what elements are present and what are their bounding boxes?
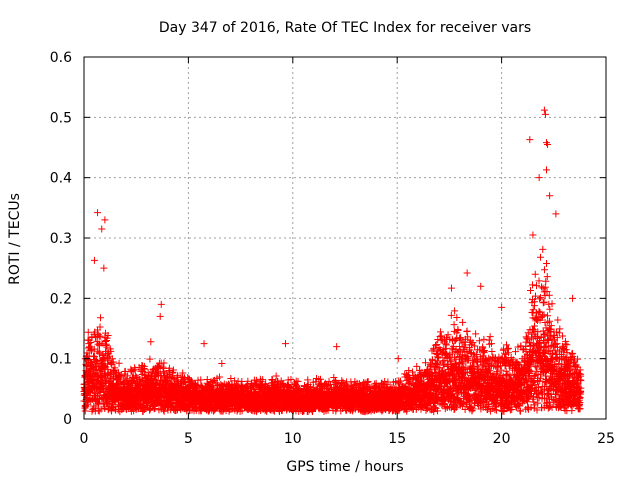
data-point — [160, 359, 168, 367]
data-point — [159, 363, 167, 371]
data-point — [179, 369, 187, 377]
data-point — [123, 372, 131, 380]
grid-lines — [84, 57, 606, 419]
data-point — [364, 378, 372, 386]
data-point — [475, 337, 483, 345]
data-point — [165, 364, 173, 372]
data-point — [94, 400, 102, 408]
data-point — [90, 345, 98, 353]
data-point — [450, 321, 458, 329]
data-point — [90, 372, 98, 380]
data-point — [141, 365, 149, 373]
data-points — [80, 106, 585, 416]
data-point — [116, 372, 124, 380]
data-point — [108, 355, 116, 363]
data-point — [169, 366, 177, 374]
data-point — [96, 323, 104, 331]
data-point — [107, 347, 115, 355]
data-point — [437, 328, 445, 336]
data-point — [479, 343, 487, 351]
data-point — [115, 378, 123, 386]
data-point — [146, 406, 154, 414]
data-point — [488, 348, 496, 356]
data-point — [437, 332, 445, 340]
data-point — [486, 333, 494, 341]
data-point — [86, 389, 94, 397]
data-point — [117, 371, 125, 379]
data-point — [104, 365, 112, 373]
data-point — [471, 342, 479, 350]
data-point — [98, 339, 106, 347]
data-point — [96, 350, 104, 358]
data-point — [115, 359, 123, 367]
data-point — [146, 355, 154, 363]
data-point — [84, 328, 92, 336]
data-point — [111, 366, 119, 374]
data-point — [104, 331, 112, 339]
chart-title: Day 347 of 2016, Rate Of TEC Index for r… — [159, 20, 531, 36]
data-point — [480, 335, 488, 343]
data-point — [96, 389, 104, 397]
data-point — [152, 376, 160, 384]
data-point — [131, 366, 139, 374]
data-point — [90, 352, 98, 360]
data-point — [96, 332, 104, 340]
data-point — [272, 372, 280, 380]
data-point — [451, 307, 459, 315]
data-point — [103, 343, 111, 351]
data-point — [97, 314, 105, 322]
data-point — [160, 407, 168, 415]
data-point — [480, 348, 488, 356]
data-point — [463, 327, 471, 335]
data-point — [459, 318, 467, 326]
data-point — [109, 358, 117, 366]
data-point — [472, 330, 480, 338]
data-point — [87, 339, 95, 347]
data-point — [88, 359, 96, 367]
